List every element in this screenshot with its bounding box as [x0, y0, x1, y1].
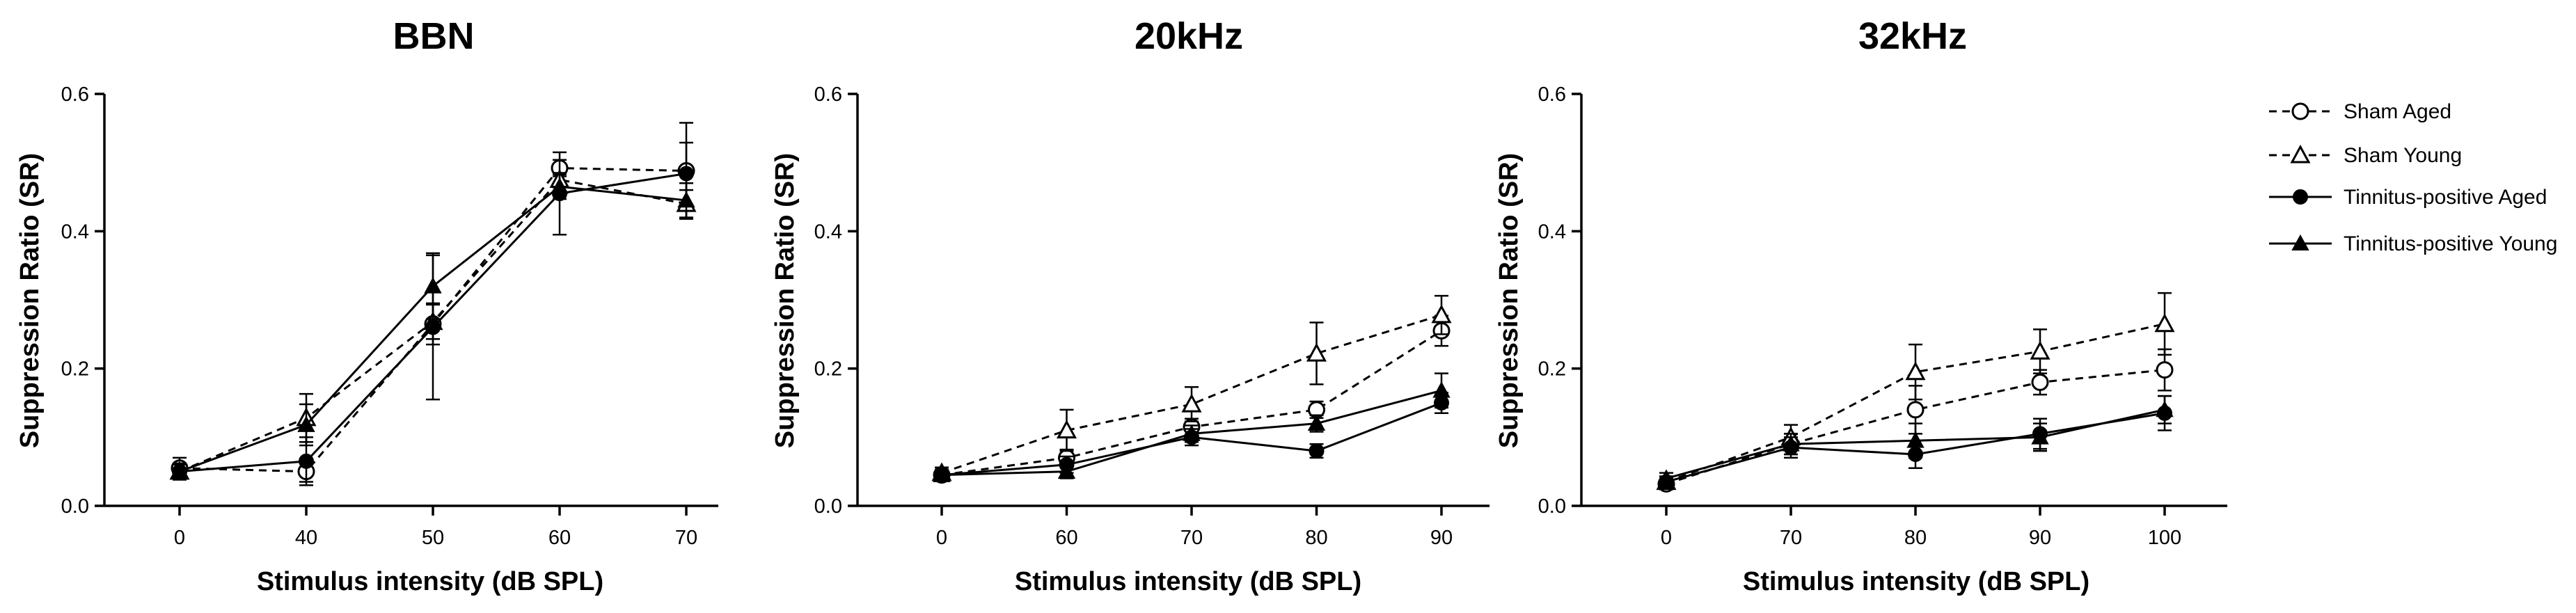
x-tick-label: 80	[1904, 527, 1927, 549]
panel-20khz: 20kHz Suppression Ratio (SR) Stimulus in…	[771, 15, 1490, 596]
y-axis-label: Suppression Ratio (SR)	[1494, 153, 1524, 448]
data-point-triangle	[1183, 424, 1201, 441]
legend-marker-triangle-filled	[2291, 234, 2309, 250]
legend-item-tinnitus-young: Tinnitus-positive Young	[2269, 232, 2557, 255]
data-point-circle	[679, 166, 694, 182]
x-tick-label: 40	[295, 527, 317, 549]
x-tick-label: 0	[936, 527, 947, 549]
data-point-circle	[1906, 401, 1925, 419]
data-point-triangle	[1432, 381, 1451, 398]
legend: Sham Aged Sham Young Tinnitus-positive A…	[2269, 100, 2557, 255]
data-point-triangle	[424, 277, 442, 294]
y-tick-label: 0.6	[1538, 83, 1566, 106]
x-axis-label: Stimulus intensity (dB SPL)	[1743, 567, 2089, 596]
legend-item-sham-young: Sham Young	[2269, 144, 2462, 167]
panel-32khz: 32kHz Suppression Ratio (SR) Stimulus in…	[1494, 15, 2227, 596]
panel-title: 20kHz	[1135, 15, 1243, 57]
x-tick-label: 60	[1055, 527, 1077, 549]
data-point-triangle	[1782, 435, 1800, 452]
x-tick-label: 100	[2148, 527, 2181, 549]
series-tinnitus-positive-young	[1657, 395, 2174, 486]
data-point-triangle	[1905, 361, 1926, 381]
data-point-triangle	[1906, 431, 1925, 448]
series-tinnitus-positive-young	[171, 173, 695, 479]
series-line	[941, 314, 1442, 475]
panel-title: BBN	[393, 15, 475, 57]
data-point-triangle	[677, 191, 695, 208]
y-tick-label: 0.4	[61, 221, 89, 243]
y-tick-label: 0.2	[1538, 358, 1566, 381]
x-tick-label: 90	[1430, 527, 1453, 549]
x-tick-label: 50	[422, 527, 444, 549]
y-tick-label: 0.2	[61, 358, 89, 381]
legend-marker-circle-open	[2291, 102, 2309, 120]
y-axis-label: Suppression Ratio (SR)	[771, 153, 800, 448]
x-tick-label: 70	[675, 527, 697, 549]
x-axis-label: Stimulus intensity (dB SPL)	[257, 567, 603, 596]
data-point-circle	[299, 453, 314, 469]
data-point-triangle	[551, 177, 569, 194]
x-axis-label: Stimulus intensity (dB SPL)	[1015, 567, 1361, 596]
x-tick-label: 0	[174, 527, 185, 549]
data-point-triangle	[2154, 313, 2175, 333]
panel-bbn: BBN Suppression Ratio (SR) Stimulus inte…	[15, 15, 718, 596]
y-tick-label: 0.6	[61, 83, 89, 106]
y-tick-label: 0.0	[61, 495, 89, 518]
legend-item-sham-aged: Sham Aged	[2269, 100, 2451, 123]
data-point-triangle	[2031, 428, 2049, 445]
legend-item-tinnitus-aged: Tinnitus-positive Aged	[2269, 186, 2547, 209]
legend-label: Sham Young	[2344, 144, 2462, 167]
x-tick-label: 70	[1180, 527, 1203, 549]
x-tick-label: 70	[1780, 527, 1802, 549]
data-point-triangle	[1306, 342, 1327, 362]
series-line	[1666, 369, 2165, 485]
y-tick-label: 0.6	[814, 83, 842, 106]
x-tick-label: 80	[1305, 527, 1327, 549]
data-point-triangle	[1431, 304, 1452, 324]
series-line	[1666, 323, 2165, 483]
data-point-circle	[2156, 361, 2174, 379]
data-point-triangle	[1657, 469, 1675, 486]
x-tick-label: 90	[2029, 527, 2051, 549]
data-point-triangle	[1181, 393, 1202, 413]
data-point-circle	[1309, 443, 1325, 459]
legend-label: Tinnitus-positive Aged	[2344, 186, 2547, 209]
legend-label: Sham Aged	[2344, 100, 2451, 123]
y-tick-label: 0.2	[814, 358, 842, 381]
data-point-triangle	[2156, 400, 2174, 417]
y-tick-label: 0.4	[1538, 221, 1566, 243]
data-point-triangle	[933, 465, 951, 482]
data-point-triangle	[297, 415, 315, 432]
data-point-triangle	[2030, 340, 2050, 360]
legend-marker-circle-filled	[2293, 189, 2308, 205]
y-tick-label: 0.0	[814, 495, 842, 518]
x-tick-label: 60	[548, 527, 571, 549]
series-sham-young	[931, 294, 1452, 481]
legend-marker-triangle-open	[2290, 144, 2311, 164]
y-tick-label: 0.0	[1538, 495, 1566, 518]
data-point-triangle	[1307, 414, 1326, 431]
y-axis-label: Suppression Ratio (SR)	[15, 153, 45, 448]
data-point-triangle	[1057, 462, 1076, 479]
x-tick-label: 0	[1661, 527, 1672, 549]
y-tick-label: 0.4	[814, 221, 842, 243]
data-point-circle	[425, 319, 441, 335]
series-tinnitus-positive-young	[933, 372, 1451, 482]
data-point-circle	[2031, 373, 2049, 391]
data-point-triangle	[1056, 420, 1077, 439]
legend-label: Tinnitus-positive Young	[2344, 232, 2557, 255]
data-point-triangle	[171, 462, 189, 479]
panel-title: 32kHz	[1858, 15, 1967, 57]
